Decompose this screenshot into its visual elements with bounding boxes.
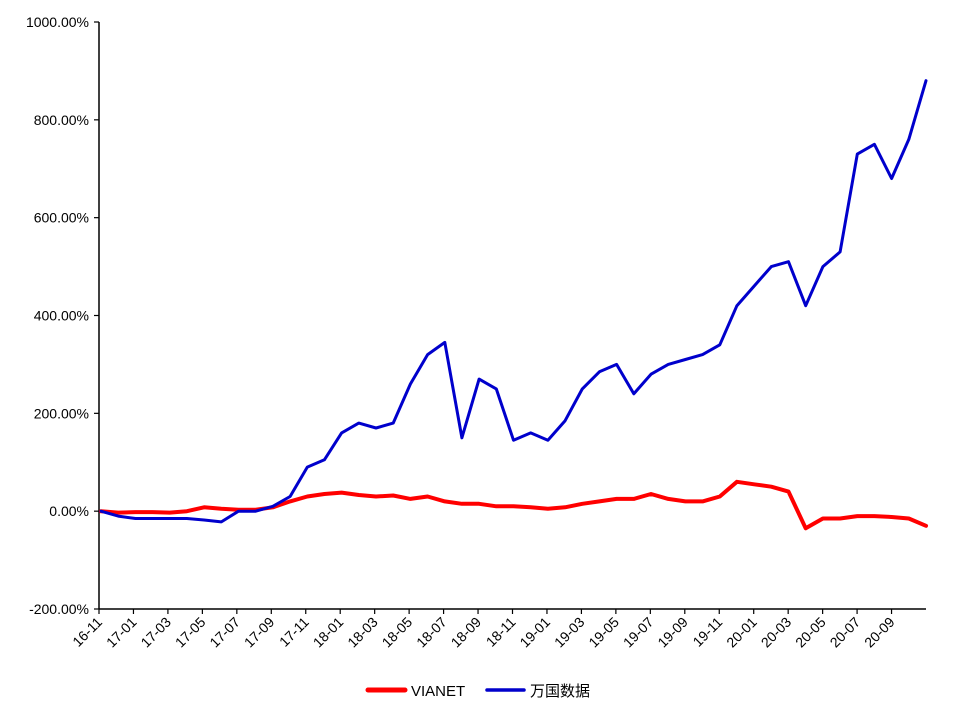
- legend-label: 万国数据: [530, 683, 590, 700]
- y-tick-label: 1000.00%: [26, 14, 89, 30]
- y-tick-label: 200.00%: [34, 405, 89, 421]
- y-tick-label: 0.00%: [49, 503, 89, 519]
- legend: VIANET 万国数据: [365, 683, 590, 700]
- y-tick-label: 400.00%: [34, 308, 89, 324]
- series-line-gds: [99, 79, 928, 524]
- y-axis-ticks: 1000.00% 800.00% 600.00% 400.00% 200.00% 0.00…: [26, 14, 99, 617]
- y-tick-label: 600.00%: [34, 210, 89, 226]
- y-tick-label: -200.00%: [29, 601, 89, 617]
- legend-label: VIANET: [411, 683, 465, 700]
- series-layer: [99, 79, 928, 531]
- y-tick-label: 800.00%: [34, 112, 89, 128]
